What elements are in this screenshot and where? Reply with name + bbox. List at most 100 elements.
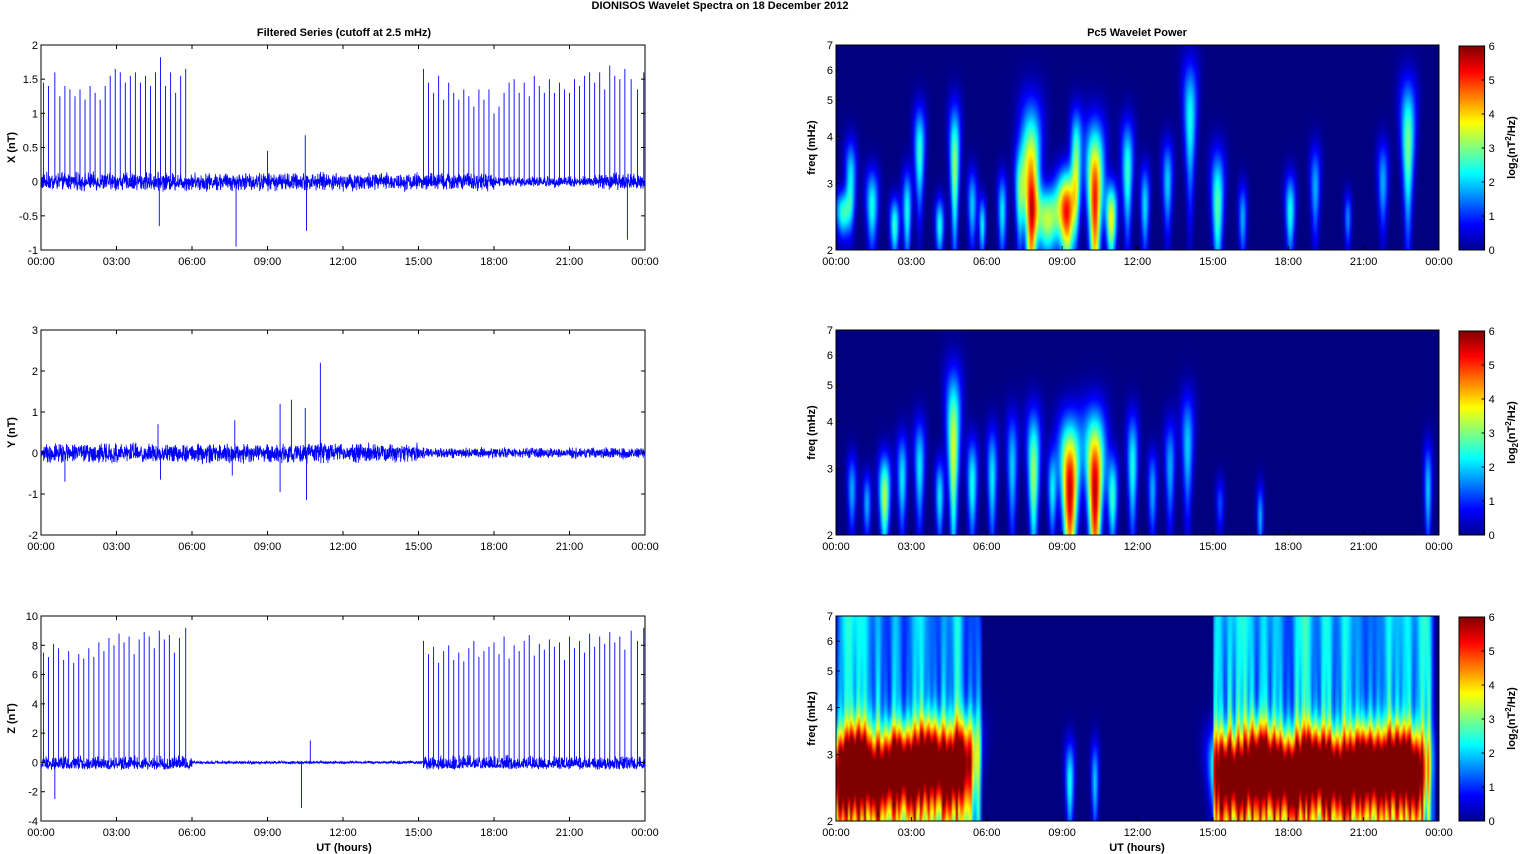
spectrum-y-colorbar-tick-label: 1 xyxy=(1489,496,1495,508)
spectrum-z-xtick-label: 00:00 xyxy=(1425,827,1453,839)
series-x-xtick-label: 15:00 xyxy=(405,256,433,268)
spectrum-z-xtick-label: 21:00 xyxy=(1350,827,1378,839)
spectrum-z-colorbar-tick-label: 4 xyxy=(1489,680,1495,692)
spectrum-z-ylabel: freq (mHz) xyxy=(806,691,818,746)
series-y-xtick-label: 09:00 xyxy=(254,541,282,553)
spectrum-x-colorbar-tick-label: 4 xyxy=(1489,109,1495,121)
series-y-ytick-label: -1 xyxy=(28,489,38,501)
series-z-trace xyxy=(40,754,646,770)
series-x-xtick-label: 00:00 xyxy=(27,256,55,268)
right-x-axis-label: UT (hours) xyxy=(1109,842,1165,854)
series-z-xtick-label: 18:00 xyxy=(480,827,508,839)
spectrum-y-colorbar-tick-label: 0 xyxy=(1489,530,1495,542)
spectrum-y-ytick-label: 5 xyxy=(827,380,833,392)
spectrum-z-colorbar-label: log2(nT2/Hz) xyxy=(1504,687,1520,750)
series-z-ytick-label: 6 xyxy=(32,670,38,682)
series-z-ytick-label: 10 xyxy=(26,611,38,623)
spectrum-z-colorbar-tick-label: 1 xyxy=(1489,782,1495,794)
series-z-xtick-label: 21:00 xyxy=(556,827,584,839)
spectrum-x-ytick-label: 4 xyxy=(827,132,833,144)
series-x-xtick-label: 03:00 xyxy=(103,256,131,268)
spectrum-x-ytick-label: 6 xyxy=(827,65,833,77)
spectrum-z-ytick-label: 3 xyxy=(827,750,833,762)
spectrum-y-xtick-label: 06:00 xyxy=(973,541,1001,553)
series-x-trace xyxy=(40,171,646,192)
spectrum-z-ytick-label: 7 xyxy=(827,611,833,623)
spectrum-x-ytick-label: 2 xyxy=(827,245,833,257)
spectrum-x-colorbar xyxy=(1458,45,1486,251)
spectrum-z-colorbar-tick-label: 6 xyxy=(1489,612,1495,624)
spectrum-x-xtick-label: 21:00 xyxy=(1350,256,1378,268)
series-x-xtick-label: 18:00 xyxy=(480,256,508,268)
spectrum-x-colorbar-tick-label: 5 xyxy=(1489,75,1495,87)
series-y-axes-box xyxy=(40,329,646,536)
spectrum-x-colorbar-tick-label: 6 xyxy=(1489,41,1495,53)
series-z-ytick-label: 8 xyxy=(32,640,38,652)
spectrum-y-colorbar xyxy=(1458,330,1486,536)
spectrum-x-ylabel: freq (mHz) xyxy=(806,120,818,175)
series-y-xtick-label: 15:00 xyxy=(405,541,433,553)
series-y-ytick-label: -2 xyxy=(28,530,38,542)
spectrum-y-colorbar-label: log2(nT2/Hz) xyxy=(1504,401,1520,464)
spectrum-z-colorbar-tick-label: 0 xyxy=(1489,816,1495,828)
series-x-ylabel: X (nT) xyxy=(6,132,18,163)
series-z-ytick-label: -2 xyxy=(28,787,38,799)
spectrum-y-ylabel: freq (mHz) xyxy=(806,405,818,460)
spectrum-y-xtick-label: 00:00 xyxy=(822,541,850,553)
spectrum-x-colorbar-tick-label: 3 xyxy=(1489,143,1495,155)
spectrum-x-xtick-label: 09:00 xyxy=(1048,256,1076,268)
spectrum-y-xtick-label: 03:00 xyxy=(898,541,926,553)
series-z-ylabel: Z (nT) xyxy=(6,703,18,734)
spectrum-z-xtick-label: 12:00 xyxy=(1124,827,1152,839)
spectrum-y-colorbar-tick-label: 6 xyxy=(1489,326,1495,338)
spectrum-x-colorbar-tick-label: 1 xyxy=(1489,211,1495,223)
series-y-ytick-label: 2 xyxy=(32,366,38,378)
spectrum-z-xtick-label: 06:00 xyxy=(973,827,1001,839)
series-z-ytick-label: 4 xyxy=(32,699,38,711)
spectrum-x-xtick-label: 00:00 xyxy=(822,256,850,268)
spectrum-x-xtick-label: 00:00 xyxy=(1425,256,1453,268)
spectrum-z-ytick-label: 5 xyxy=(827,666,833,678)
series-x-ytick-label: 1 xyxy=(32,108,38,120)
spectrum-z-xtick-label: 09:00 xyxy=(1048,827,1076,839)
series-x-xtick-label: 09:00 xyxy=(254,256,282,268)
spectrum-z-colorbar-tick-label: 3 xyxy=(1489,714,1495,726)
series-y-ytick-label: 0 xyxy=(32,448,38,460)
spectrum-x-colorbar-tick-label: 0 xyxy=(1489,245,1495,257)
spectrum-y-ytick-label: 6 xyxy=(827,350,833,362)
spectrum-x-colorbar-tick-label: 2 xyxy=(1489,177,1495,189)
spectrum-y-ytick-label: 7 xyxy=(827,325,833,337)
spectrum-x-ytick-label: 3 xyxy=(827,179,833,191)
series-z-xtick-label: 00:00 xyxy=(631,827,659,839)
spectrum-z-colorbar xyxy=(1458,616,1486,822)
series-z-xtick-label: 06:00 xyxy=(178,827,206,839)
series-z-xtick-label: 03:00 xyxy=(103,827,131,839)
spectrum-y-colorbar-tick-label: 2 xyxy=(1489,462,1495,474)
series-z-xtick-label: 15:00 xyxy=(405,827,433,839)
spectrum-x-xtick-label: 15:00 xyxy=(1199,256,1227,268)
spectrum-z-colorbar-tick-label: 5 xyxy=(1489,646,1495,658)
spectrum-x-ytick-label: 7 xyxy=(827,40,833,52)
spectrum-z-ytick-label: 6 xyxy=(827,636,833,648)
spectrum-y-ytick-label: 4 xyxy=(827,417,833,429)
spectrum-z-xtick-label: 03:00 xyxy=(898,827,926,839)
spectrum-z-ytick-label: 2 xyxy=(827,816,833,828)
spectrum-y-ytick-label: 3 xyxy=(827,464,833,476)
series-y-xtick-label: 06:00 xyxy=(178,541,206,553)
left-column-title: Filtered Series (cutoff at 2.5 mHz) xyxy=(257,27,432,39)
series-z-ytick-label: -4 xyxy=(28,816,38,828)
spectrum-x-xtick-label: 03:00 xyxy=(898,256,926,268)
spectrum-z-xtick-label: 18:00 xyxy=(1274,827,1302,839)
series-y-ytick-label: 3 xyxy=(32,325,38,337)
spectrum-x-xtick-label: 12:00 xyxy=(1124,256,1152,268)
spectrum-y-power-image xyxy=(836,330,1439,535)
series-y-xtick-label: 21:00 xyxy=(556,541,584,553)
series-x-ytick-label: 0 xyxy=(32,177,38,189)
spectrum-y-xtick-label: 12:00 xyxy=(1124,541,1152,553)
spectrum-x-ytick-label: 5 xyxy=(827,95,833,107)
series-z-ytick-label: 0 xyxy=(32,757,38,769)
left-x-axis-label: UT (hours) xyxy=(316,842,372,854)
spectrum-x-xtick-label: 18:00 xyxy=(1274,256,1302,268)
series-z-xtick-label: 00:00 xyxy=(27,827,55,839)
series-x-ytick-label: -0.5 xyxy=(19,211,38,223)
